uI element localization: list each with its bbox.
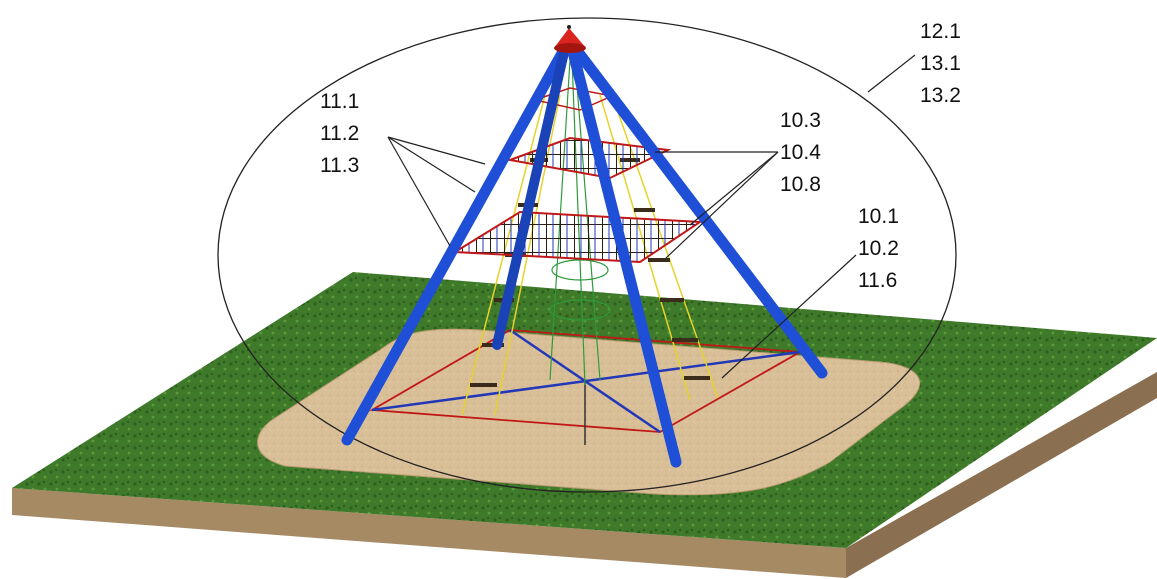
- callout-right-line-2: 10.2: [858, 237, 899, 260]
- callout-right-line-1: 10.1: [858, 205, 899, 228]
- sand-area: [257, 328, 920, 496]
- upper-net-platform: [506, 136, 672, 180]
- pole-front-left: [341, 42, 571, 446]
- pole-back-right: [569, 42, 828, 379]
- pole-back-left: [492, 43, 570, 350]
- top-cap: [554, 25, 586, 53]
- lower-net-platform: [451, 210, 704, 264]
- leader-left-3: [387, 136, 451, 247]
- leader-right: [721, 254, 857, 379]
- callout-top-line-2: 13.1: [920, 52, 961, 75]
- callout-left-line-3: 11.3: [320, 154, 359, 177]
- pole-front-right: [566, 42, 682, 468]
- callout-left-line-2: 11.2: [320, 122, 359, 145]
- leader-mid-2: [689, 151, 779, 226]
- leader-lines: [387, 54, 916, 379]
- callout-left: 11.1 11.2 11.3: [320, 90, 365, 177]
- callout-mid-line-2: 10.4: [780, 141, 821, 164]
- safety-zone-ellipse: [217, 17, 957, 493]
- leader-top: [867, 54, 916, 93]
- slab-front-side: [12, 488, 846, 578]
- callout-right-line-3: 11.6: [858, 269, 897, 292]
- callout-left-line-1: 11.1: [320, 90, 359, 113]
- callout-mid-line-3: 10.8: [780, 173, 821, 196]
- callout-top-line-3: 13.2: [920, 84, 961, 107]
- callout-mid-line-1: 10.3: [780, 109, 821, 132]
- pyramid-poles: [341, 42, 828, 468]
- callout-top: 12.1 13.1 13.2: [920, 20, 967, 107]
- callout-mid: 10.3 10.4 10.8: [780, 109, 827, 196]
- leader-left-2: [387, 136, 476, 193]
- slab-right-side: [846, 372, 1157, 578]
- callout-right: 10.1 10.2 11.6: [858, 205, 905, 292]
- callout-top-line-1: 12.1: [920, 20, 961, 43]
- leader-mid-3: [665, 151, 779, 259]
- leader-left-1: [387, 136, 486, 165]
